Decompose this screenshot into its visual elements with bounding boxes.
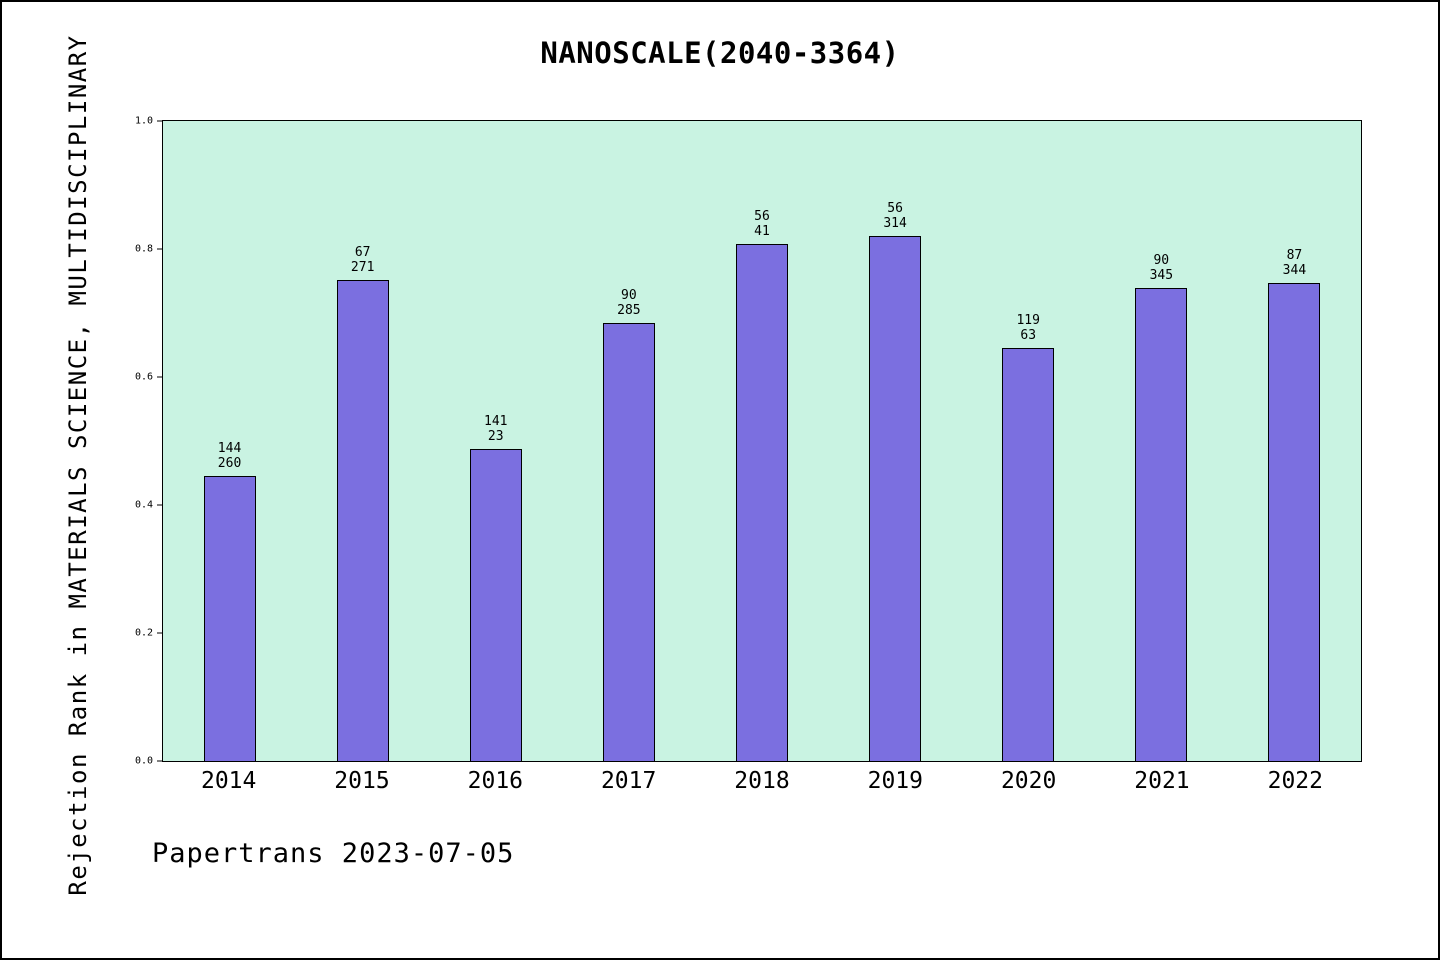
y-tick-label: 0.2: [134, 627, 153, 639]
y-tick-mark: [157, 760, 163, 762]
x-tick-label-2018: 2018: [734, 768, 790, 794]
bar-slot: 67 271: [296, 121, 429, 761]
bar-2022: [1268, 282, 1321, 761]
bar-2021: [1135, 288, 1188, 761]
bar-slot: 87 344: [1228, 121, 1361, 761]
x-tick-label-2019: 2019: [867, 768, 923, 794]
bar-2017: [602, 323, 655, 761]
bar-value-label: 87 344: [1282, 248, 1307, 278]
bar-slot: 56 41: [695, 121, 828, 761]
bar-value-label: 119 63: [1016, 313, 1040, 344]
y-tick-mark: [157, 632, 163, 634]
y-tick-mark: [157, 248, 163, 250]
bar-slot: 119 63: [962, 121, 1095, 761]
bar-2014: [203, 476, 256, 761]
x-tick-label-2021: 2021: [1134, 768, 1190, 794]
y-tick-label: 1.0: [134, 115, 153, 127]
bar-slot: 56 314: [829, 121, 962, 761]
bar-2019: [869, 236, 922, 761]
bar-value-label: 56 41: [754, 209, 770, 239]
x-tick-label-2016: 2016: [467, 768, 524, 794]
x-tick-label-2015: 2015: [334, 768, 390, 794]
y-tick-mark: [157, 504, 163, 506]
bar-value-label: 144 260: [217, 441, 242, 472]
bar-slot: 141 23: [429, 121, 562, 761]
x-tick-label-2022: 2022: [1267, 768, 1323, 794]
x-tick-label-2017: 2017: [600, 768, 657, 794]
bar-slot: 144 260: [163, 121, 296, 761]
x-axis-labels: 2014 2015 2016 2017 2018 2019 2020 2021 2022: [162, 768, 1362, 794]
bar-slot: 90 345: [1095, 121, 1228, 761]
bar-2015: [336, 279, 389, 761]
y-tick-label: 0.4: [134, 499, 153, 511]
x-tick-label-2020: 2020: [1000, 768, 1057, 794]
bar-value-label: 90 345: [1149, 253, 1174, 284]
bar-value-label: 90 285: [617, 288, 641, 319]
bar-2020: [1002, 348, 1055, 761]
y-tick-mark: [157, 376, 163, 378]
bar-2016: [469, 449, 522, 761]
chart-title: NANOSCALE(2040-3364): [540, 36, 900, 70]
bar-2018: [735, 243, 788, 761]
bar-value-label: 56 314: [883, 201, 907, 232]
plot-area: 144 260 67 271 141 23 90 285 56 41 56 314 119 …: [135, 116, 1362, 767]
bar-value-label: 141 23: [484, 414, 508, 445]
x-tick-label-2014: 2014: [200, 768, 257, 794]
bar-slot: 90 285: [562, 121, 695, 761]
footer-watermark: Papertrans 2023-07-05: [152, 838, 515, 869]
y-tick-label: 0.0: [134, 755, 153, 767]
y-tick-label: 0.8: [134, 243, 153, 255]
y-tick-mark: [157, 120, 163, 122]
y-tick-label: 0.6: [134, 371, 153, 383]
bar-value-label: 67 271: [350, 244, 375, 275]
bars-row: 144 260 67 271 141 23 90 285 56 41 56 314 119 …: [163, 121, 1361, 761]
y-axis-label: Rejection Rank in MATERIALS SCIENCE, MUL…: [64, 34, 92, 896]
